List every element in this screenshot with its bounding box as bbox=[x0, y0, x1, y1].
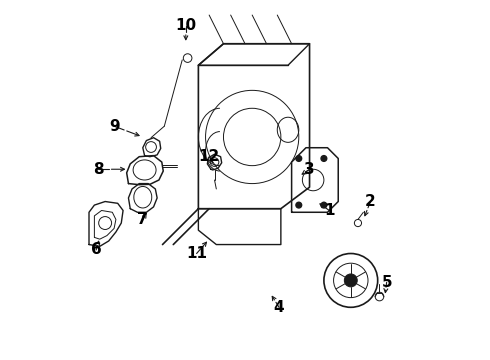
Circle shape bbox=[296, 202, 302, 208]
Text: 1: 1 bbox=[324, 203, 335, 218]
Text: 2: 2 bbox=[365, 194, 376, 209]
Text: 4: 4 bbox=[274, 300, 284, 315]
Text: 6: 6 bbox=[91, 242, 101, 257]
Text: 8: 8 bbox=[93, 162, 103, 177]
Circle shape bbox=[321, 156, 327, 161]
Text: 12: 12 bbox=[198, 149, 220, 164]
Text: 3: 3 bbox=[304, 162, 315, 177]
Text: 5: 5 bbox=[381, 275, 392, 290]
Text: 10: 10 bbox=[175, 18, 196, 33]
Text: 11: 11 bbox=[186, 246, 207, 261]
Circle shape bbox=[321, 202, 327, 208]
Text: 9: 9 bbox=[109, 119, 120, 134]
Circle shape bbox=[344, 274, 357, 287]
Circle shape bbox=[296, 156, 302, 161]
Text: 7: 7 bbox=[138, 212, 148, 227]
